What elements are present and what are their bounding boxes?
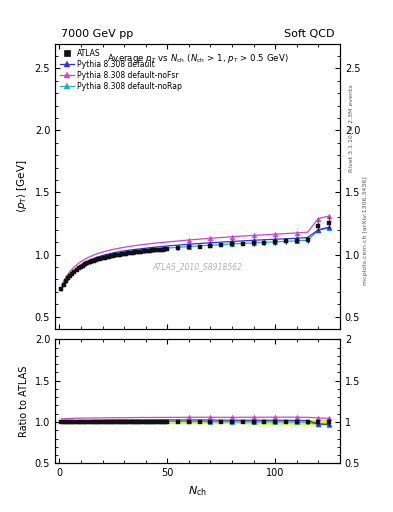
Legend: ATLAS, Pythia 8.308 default, Pythia 8.308 default-noFsr, Pythia 8.308 default-no: ATLAS, Pythia 8.308 default, Pythia 8.30… <box>59 47 184 92</box>
X-axis label: $N_{\rm ch}$: $N_{\rm ch}$ <box>188 484 207 498</box>
Text: Rivet 3.1.10, ≥ 2.3M events: Rivet 3.1.10, ≥ 2.3M events <box>349 84 354 172</box>
Text: mcplots.cern.ch [arXiv:1306.3436]: mcplots.cern.ch [arXiv:1306.3436] <box>363 176 368 285</box>
Y-axis label: Ratio to ATLAS: Ratio to ATLAS <box>19 366 29 437</box>
Text: ATLAS_2010_S8918562: ATLAS_2010_S8918562 <box>152 262 242 271</box>
Text: 7000 GeV pp: 7000 GeV pp <box>61 29 133 39</box>
Text: Average $p_{\rm T}$ vs $N_{\rm ch}$ ($N_{\rm ch}$ > 1, $p_{\rm T}$ > 0.5 GeV): Average $p_{\rm T}$ vs $N_{\rm ch}$ ($N_… <box>107 52 288 65</box>
Y-axis label: $\langle p_{\rm T}\rangle$ [GeV]: $\langle p_{\rm T}\rangle$ [GeV] <box>15 160 29 213</box>
Text: Soft QCD: Soft QCD <box>284 29 334 39</box>
